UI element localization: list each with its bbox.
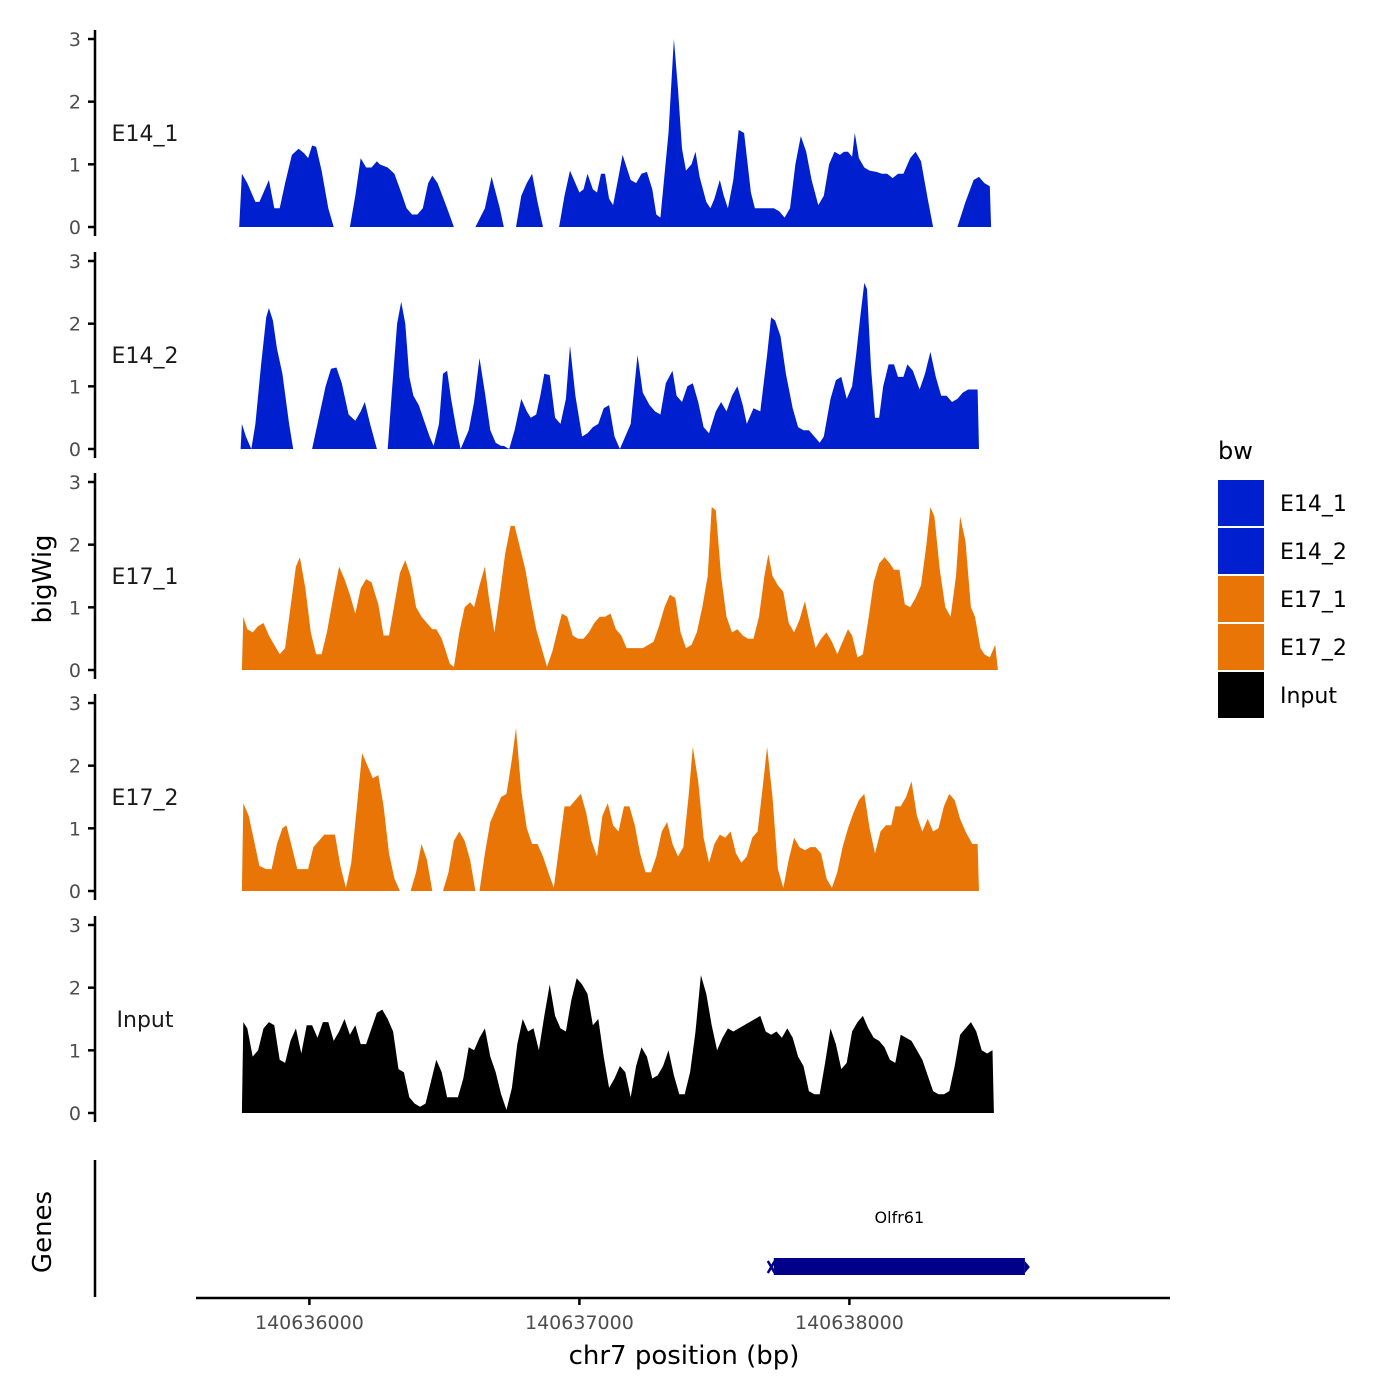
genes-axis-title: Genes [28,1191,58,1273]
legend-entry-E14_2: E14_2 [1218,528,1347,574]
gene-label: Olfr61 [875,1208,925,1227]
legend-entry-Input: Input [1218,672,1337,718]
y-tick-label: 2 [69,92,81,114]
legend-label: E17_1 [1280,588,1347,613]
y-tick-label: 1 [69,376,81,398]
track-E14_1: 0 1 2 3 E14_1 [69,29,992,239]
legend-swatch [1218,528,1264,574]
x-axis: 140636000 140637000 140638000 [196,1296,1170,1334]
x-tick-label: 140636000 [255,1312,364,1334]
track-area-E14_2 [240,282,980,449]
track-E17_2: 0 1 2 3 E17_2 [69,693,979,903]
y-tick-label: 1 [69,597,81,619]
y-tick-label: 1 [69,154,81,176]
legend-swatch [1218,672,1264,718]
legend-swatch [1218,480,1264,526]
legend-swatch [1218,624,1264,670]
legend-entry-E17_1: E17_1 [1218,576,1347,622]
x-tick-label: 140638000 [795,1312,904,1334]
x-tick-label: 140637000 [525,1312,634,1334]
track-label: E17_1 [112,565,179,590]
y-axis-title: bigWig [28,534,58,623]
gene-body [773,1258,1025,1275]
y-tick-label: 1 [69,818,81,840]
y-tick-label: 3 [69,915,81,937]
gene-end-mark [1024,1261,1030,1273]
y-tick-label: 2 [69,978,81,1000]
genes-panel: Olfr61 [93,1160,1030,1297]
legend-entry-E17_2: E17_2 [1218,624,1347,670]
legend: bw E14_1 E14_2 E17_1 E17_2 Input [1218,437,1347,718]
y-tick-label: 3 [69,472,81,494]
y-tick-label: 2 [69,756,81,778]
legend-entry-E14_1: E14_1 [1218,480,1347,526]
y-tick-label: 1 [69,1040,81,1062]
legend-title: bw [1218,437,1253,465]
y-tick-label: 0 [69,439,81,461]
track-area-Input [241,975,994,1113]
y-tick-label: 2 [69,535,81,557]
y-tick-label: 0 [69,881,81,903]
track-E14_2: 0 1 2 3 E14_2 [69,251,980,461]
y-tick-label: 3 [69,693,81,715]
legend-label: E14_1 [1280,492,1347,517]
track-label: Input [117,1008,174,1033]
signal-tracks: 0 1 2 3 E14_1 0 1 2 3 E14_2 0 1 2 3 E17_1 0 1 2 3 E17_2 0 1 2 3… [69,29,998,1125]
legend-swatch [1218,576,1264,622]
legend-label: E17_2 [1280,636,1347,661]
gene-strand-mark [766,1260,776,1274]
y-tick-label: 3 [69,251,81,273]
y-tick-label: 0 [69,217,81,239]
legend-label: E14_2 [1280,540,1347,565]
track-area-E17_2 [241,728,979,891]
track-label: E14_1 [112,122,179,147]
track-area-E17_1 [241,507,998,670]
y-tick-label: 3 [69,29,81,51]
track-area-E14_1 [239,39,992,227]
x-axis-title: chr7 position (bp) [569,1341,800,1371]
y-tick-label: 0 [69,660,81,682]
y-tick-label: 2 [69,314,81,336]
track-Input: 0 1 2 3 Input [69,915,994,1125]
track-label: E17_2 [112,786,179,811]
legend-label: Input [1280,684,1337,709]
y-tick-label: 0 [69,1103,81,1125]
gene-Olfr61: Olfr61 [766,1208,1030,1275]
track-label: E14_2 [112,344,179,369]
track-E17_1: 0 1 2 3 E17_1 [69,472,998,682]
